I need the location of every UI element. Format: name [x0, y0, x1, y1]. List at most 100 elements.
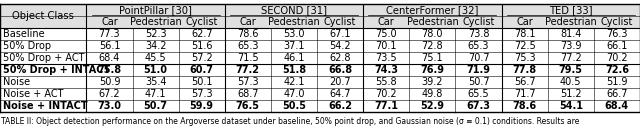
Text: 42.1: 42.1	[284, 77, 305, 87]
Text: 76.9: 76.9	[420, 65, 444, 75]
Text: 50.1: 50.1	[191, 77, 212, 87]
Text: 75.8: 75.8	[97, 65, 122, 75]
Text: 54.1: 54.1	[559, 101, 583, 111]
Text: 78.6: 78.6	[237, 29, 259, 39]
Text: 40.5: 40.5	[560, 77, 582, 87]
Text: 57.3: 57.3	[191, 89, 212, 99]
Text: 77.1: 77.1	[374, 101, 398, 111]
Text: TABLE II: Object detection performance on the Argoverse dataset under baseline, : TABLE II: Object detection performance o…	[1, 117, 580, 126]
Text: Cyclist: Cyclist	[186, 17, 218, 27]
Text: 73.0: 73.0	[97, 101, 122, 111]
Text: 66.8: 66.8	[328, 65, 352, 75]
Text: 50.7: 50.7	[143, 101, 168, 111]
Text: Pedestrian: Pedestrian	[545, 17, 596, 27]
Text: 73.5: 73.5	[376, 53, 397, 63]
Text: PointPillar [30]: PointPillar [30]	[119, 5, 192, 15]
Text: 73.9: 73.9	[560, 41, 582, 51]
Text: 57.3: 57.3	[237, 77, 259, 87]
Text: 54.2: 54.2	[330, 41, 351, 51]
Text: 47.0: 47.0	[284, 89, 305, 99]
Text: 52.3: 52.3	[145, 29, 166, 39]
Text: 46.1: 46.1	[284, 53, 305, 63]
Text: 77.8: 77.8	[513, 65, 537, 75]
Text: Car: Car	[101, 17, 118, 27]
Text: 56.1: 56.1	[99, 41, 120, 51]
Text: 45.5: 45.5	[145, 53, 166, 63]
Text: 50.7: 50.7	[468, 77, 490, 87]
Text: 50.9: 50.9	[99, 77, 120, 87]
Text: 74.3: 74.3	[374, 65, 398, 75]
Text: Cyclist: Cyclist	[462, 17, 495, 27]
Text: 50% Drop: 50% Drop	[3, 41, 51, 51]
Text: Car: Car	[516, 17, 533, 27]
Text: 76.3: 76.3	[606, 29, 628, 39]
Text: 51.8: 51.8	[282, 65, 306, 75]
Text: 51.9: 51.9	[606, 77, 628, 87]
Text: 68.7: 68.7	[237, 89, 259, 99]
Text: 75.1: 75.1	[422, 53, 444, 63]
Text: 75.0: 75.0	[376, 29, 397, 39]
Text: 51.2: 51.2	[560, 89, 582, 99]
Text: 81.4: 81.4	[560, 29, 582, 39]
Text: 66.2: 66.2	[328, 101, 352, 111]
Text: 77.2: 77.2	[560, 53, 582, 63]
Text: 53.0: 53.0	[284, 29, 305, 39]
Text: 72.8: 72.8	[422, 41, 444, 51]
Text: 72.5: 72.5	[514, 41, 536, 51]
Text: 78.0: 78.0	[422, 29, 443, 39]
Text: Noise + INTACT: Noise + INTACT	[3, 101, 87, 111]
Text: 66.1: 66.1	[606, 41, 628, 51]
Text: 51.6: 51.6	[191, 41, 212, 51]
Text: 68.4: 68.4	[99, 53, 120, 63]
Text: 66.7: 66.7	[606, 89, 628, 99]
Text: Object Class: Object Class	[12, 11, 74, 21]
Text: Baseline: Baseline	[3, 29, 44, 39]
Text: Noise: Noise	[3, 77, 29, 87]
Text: Car: Car	[378, 17, 395, 27]
Text: 64.7: 64.7	[330, 89, 351, 99]
Text: 76.5: 76.5	[236, 101, 260, 111]
Text: Noise + ACT: Noise + ACT	[3, 89, 63, 99]
Text: 72.6: 72.6	[605, 65, 629, 75]
Text: 78.1: 78.1	[514, 29, 536, 39]
Text: 67.2: 67.2	[99, 89, 120, 99]
Text: 51.0: 51.0	[143, 65, 168, 75]
Text: 50.5: 50.5	[282, 101, 306, 111]
Text: 71.7: 71.7	[514, 89, 536, 99]
Text: Car: Car	[239, 17, 256, 27]
Text: SECOND [31]: SECOND [31]	[261, 5, 327, 15]
Text: 75.3: 75.3	[514, 53, 536, 63]
Text: 62.7: 62.7	[191, 29, 212, 39]
Text: 71.5: 71.5	[237, 53, 259, 63]
Text: 78.6: 78.6	[513, 101, 537, 111]
Bar	[0, 4, 640, 28]
Text: 65.3: 65.3	[468, 41, 490, 51]
Text: 70.2: 70.2	[606, 53, 628, 63]
Text: 39.2: 39.2	[422, 77, 443, 87]
Text: Cyclist: Cyclist	[324, 17, 356, 27]
Text: CenterFormer [32]: CenterFormer [32]	[386, 5, 479, 15]
Text: 73.8: 73.8	[468, 29, 490, 39]
Text: 67.3: 67.3	[467, 101, 490, 111]
Text: 37.1: 37.1	[284, 41, 305, 51]
Text: 71.9: 71.9	[467, 65, 490, 75]
Text: 52.9: 52.9	[420, 101, 444, 111]
Text: 77.3: 77.3	[99, 29, 120, 39]
Text: 47.1: 47.1	[145, 89, 166, 99]
Text: 34.2: 34.2	[145, 41, 166, 51]
Text: 55.8: 55.8	[376, 77, 397, 87]
Text: 56.7: 56.7	[514, 77, 536, 87]
Text: 70.7: 70.7	[468, 53, 490, 63]
Text: Pedestrian: Pedestrian	[130, 17, 182, 27]
Text: 59.9: 59.9	[189, 101, 214, 111]
Text: 60.7: 60.7	[189, 65, 214, 75]
Text: Cyclist: Cyclist	[601, 17, 633, 27]
Text: 67.1: 67.1	[330, 29, 351, 39]
Text: 50% Drop + ACT: 50% Drop + ACT	[3, 53, 84, 63]
Text: 20.7: 20.7	[330, 77, 351, 87]
Text: TED [33]: TED [33]	[549, 5, 593, 15]
Text: 68.4: 68.4	[605, 101, 629, 111]
Text: 57.2: 57.2	[191, 53, 212, 63]
Text: 70.1: 70.1	[376, 41, 397, 51]
Text: 79.5: 79.5	[559, 65, 583, 75]
